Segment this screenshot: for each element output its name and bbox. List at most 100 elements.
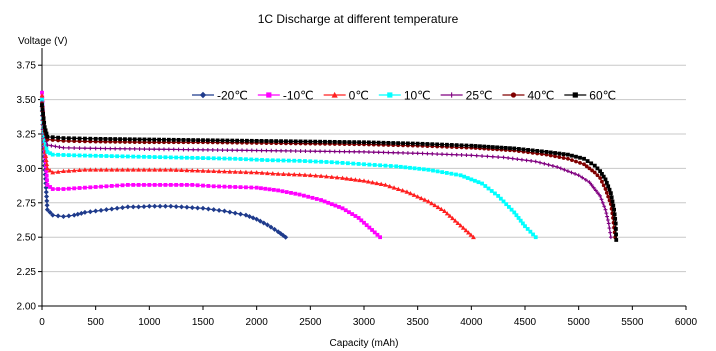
data-point [227,156,232,161]
data-point [142,154,146,159]
data-point [125,167,131,172]
data-point [589,161,594,166]
data-point [211,207,217,213]
x-axis-label: Capacity (mAh) [330,338,399,349]
data-point [168,183,173,187]
data-point [222,169,227,174]
data-point [425,142,430,146]
x-tick-label: 6000 [675,317,698,328]
data-point [473,178,477,183]
y-tick-label: 2.25 [17,267,37,278]
data-point [352,140,357,145]
data-point [587,166,592,171]
data-point [211,156,216,161]
data-point [435,169,440,174]
data-point [607,226,612,230]
data-point [303,139,308,144]
data-point [449,143,454,147]
data-point [326,200,331,205]
data-point [125,183,130,187]
data-point [240,138,244,143]
data-point [222,156,227,161]
data-point [152,167,158,172]
data-point [201,147,205,152]
data-point [266,92,272,98]
data-point [136,204,142,210]
data-point [331,91,338,98]
data-point [179,155,184,160]
data-point [420,141,425,146]
data-point [469,177,474,182]
data-point [410,141,415,146]
data-point [127,146,132,151]
data-point [613,216,618,221]
data-point [254,138,259,143]
data-point [163,167,168,172]
data-point [270,158,275,163]
y-tick-label: 3.00 [17,164,37,175]
data-point [612,207,616,212]
data-point [268,224,274,230]
data-point [589,183,594,187]
data-point [40,97,44,102]
data-point [420,151,425,156]
data-point [510,156,515,161]
data-point [87,209,93,215]
data-point [72,186,77,191]
data-point [141,167,147,172]
data-point [158,183,162,187]
data-point [598,176,603,180]
data-point [56,135,60,140]
data-point [179,204,185,210]
data-point [600,179,604,184]
data-point [56,152,60,157]
data-point [44,131,49,136]
data-point [186,138,191,142]
data-point [43,128,48,133]
data-point [125,204,131,210]
data-point [592,170,597,175]
data-point [254,157,259,162]
data-point [275,171,281,176]
data-point [562,167,567,172]
data-point [391,150,396,155]
data-point [608,230,613,235]
data-point [459,153,464,157]
y-tick-label: 3.75 [17,61,37,72]
data-point [264,222,270,228]
data-point [220,138,225,143]
data-point [367,162,372,167]
data-point [499,145,504,150]
data-point [200,168,206,173]
data-point [113,137,118,141]
data-point [44,173,49,178]
data-point [190,183,195,187]
data-point [332,139,337,144]
data-point [524,158,529,163]
data-point [381,150,386,155]
data-point [248,169,254,175]
data-point [221,208,227,214]
series-line [41,92,381,238]
data-point [72,136,77,141]
data-point [566,156,570,161]
data-point [362,220,366,225]
data-point [104,154,109,158]
data-point [485,154,490,159]
data-point [44,146,49,151]
data-point [343,208,348,213]
data-point [480,154,484,158]
series-1 [40,90,382,240]
data-point [261,220,267,226]
data-point [205,147,210,152]
data-point [601,174,606,179]
data-point [152,155,157,159]
data-point [104,184,109,189]
data-point [271,187,276,192]
data-point [598,194,603,198]
data-point [582,156,586,161]
data-point [147,183,152,187]
data-point [435,152,440,156]
data-point [318,149,322,154]
data-point [445,152,449,157]
